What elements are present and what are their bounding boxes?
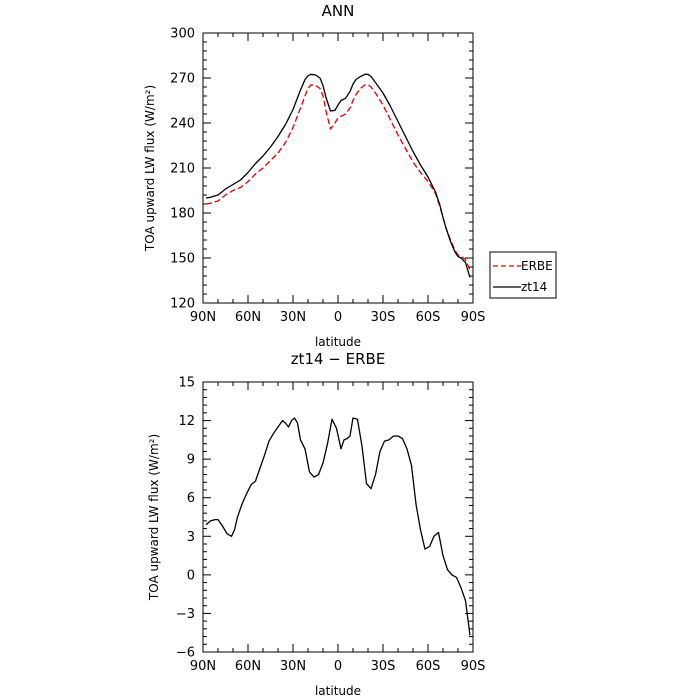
bottom-ytick-label: 0 (187, 568, 195, 583)
bottom-xtick-label: 60N (235, 659, 261, 674)
top-panel: ANN latitude TOA upward LW flux (W/m²) 9… (143, 2, 557, 349)
bottom-ytick-label: 12 (178, 414, 195, 429)
bottom-xtick-label: 30N (280, 659, 306, 674)
legend: ERBE zt14 (489, 251, 557, 299)
top-panel-ticks: 90N 60N 30N 0 30S 60S 90S 120 150 180 210 240 270 300 (170, 27, 485, 326)
top-xtick-label: 90S (461, 310, 486, 325)
top-xtick-label: 30N (280, 310, 306, 325)
top-panel-title: ANN (322, 2, 355, 20)
top-ytick-label: 180 (170, 207, 195, 222)
bottom-panel: zt14 − ERBE latitude TOA upward LW flux … (147, 350, 485, 698)
bottom-xtick-label: 90S (461, 659, 486, 674)
top-ytick-label: 150 (170, 252, 195, 267)
top-panel-ylabel: TOA upward LW flux (W/m²) (143, 85, 157, 252)
top-panel-frame (202, 32, 474, 304)
legend-box (489, 251, 557, 299)
bottom-xtick-label: 60S (416, 659, 441, 674)
bottom-ytick-label: 9 (187, 453, 195, 468)
top-xtick-label: 60N (235, 310, 261, 325)
bottom-panel-series (205, 417, 471, 636)
top-xtick-label: 0 (334, 310, 342, 325)
bottom-xtick-label: 90N (190, 659, 216, 674)
top-panel-series (205, 73, 471, 278)
bottom-ytick-label: −6 (176, 646, 195, 661)
top-ytick-label: 210 (170, 162, 195, 177)
bottom-xtick-label: 30S (371, 659, 396, 674)
bottom-ytick-label: 15 (178, 376, 195, 391)
legend-label-erbe: ERBE (521, 259, 553, 273)
bottom-panel-title: zt14 − ERBE (291, 350, 386, 368)
top-series-line-erbe (205, 84, 471, 271)
bottom-panel-ticks: 90N 60N 30N 0 30S 60S 90S −6 −3 0 3 6 9 12 15 (176, 376, 486, 675)
bottom-panel-xlabel: latitude (315, 684, 361, 698)
bottom-series-line-zt14-erbe (205, 417, 471, 636)
bottom-ytick-label: 6 (187, 491, 195, 506)
bottom-panel-frame (202, 381, 474, 653)
bottom-ytick-label: −3 (176, 607, 195, 622)
top-xtick-label: 60S (416, 310, 441, 325)
top-ytick-label: 120 (170, 297, 195, 312)
top-series-line-zt14 (205, 73, 471, 278)
bottom-xtick-label: 0 (334, 659, 342, 674)
legend-label-zt14: zt14 (521, 280, 547, 294)
bottom-panel-ylabel: TOA upward LW flux (W/m²) (147, 434, 161, 601)
top-xtick-label: 90N (190, 310, 216, 325)
top-panel-xlabel: latitude (315, 335, 361, 349)
bottom-ytick-label: 3 (187, 530, 195, 545)
top-ytick-label: 300 (170, 27, 195, 42)
top-ytick-label: 240 (170, 117, 195, 132)
top-ytick-label: 270 (170, 72, 195, 87)
top-xtick-label: 30S (371, 310, 396, 325)
